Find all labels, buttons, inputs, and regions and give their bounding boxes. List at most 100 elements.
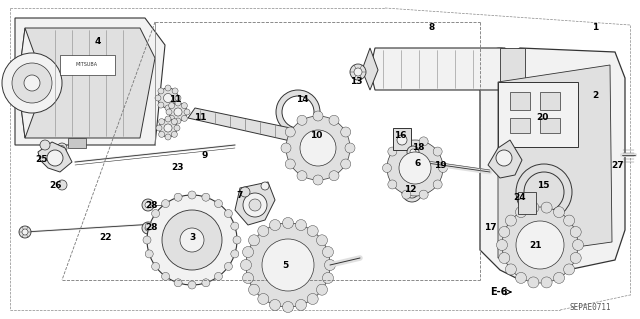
Circle shape [159,119,164,125]
Circle shape [419,137,428,146]
Text: 21: 21 [529,241,541,249]
Circle shape [296,219,307,231]
Bar [540,118,560,133]
Text: 11: 11 [169,95,181,105]
Circle shape [225,210,232,218]
Circle shape [402,190,411,199]
Circle shape [181,103,188,109]
Circle shape [313,111,323,121]
Circle shape [528,202,539,213]
Circle shape [175,100,181,106]
Text: 28: 28 [146,201,158,210]
Circle shape [340,127,351,137]
Circle shape [180,228,204,252]
Circle shape [163,93,173,102]
Polygon shape [235,182,275,225]
Circle shape [258,226,269,236]
Circle shape [161,200,170,208]
Circle shape [145,222,153,230]
Circle shape [164,124,172,132]
Bar [510,118,530,133]
Circle shape [240,187,250,197]
Text: 16: 16 [394,130,406,139]
Circle shape [142,222,154,234]
Polygon shape [188,108,300,142]
Circle shape [202,279,210,287]
Circle shape [202,193,210,201]
Circle shape [316,284,328,295]
Circle shape [387,140,443,196]
Circle shape [166,109,172,115]
Circle shape [214,200,223,208]
Circle shape [233,236,241,244]
Text: 25: 25 [36,155,48,165]
Circle shape [184,109,190,115]
Polygon shape [362,48,378,90]
Circle shape [143,236,151,244]
Text: 28: 28 [146,224,158,233]
Bar [500,48,525,90]
Circle shape [188,191,196,199]
Bar [68,138,86,148]
Circle shape [541,277,552,288]
Circle shape [145,202,151,208]
Circle shape [174,193,182,201]
Circle shape [172,102,178,108]
Circle shape [231,250,239,258]
Text: 13: 13 [349,78,362,86]
Circle shape [175,95,181,101]
Circle shape [147,195,237,285]
Text: 8: 8 [429,24,435,33]
Text: 5: 5 [282,261,288,270]
Circle shape [329,115,339,125]
Circle shape [324,259,335,271]
Circle shape [388,180,397,189]
Text: 18: 18 [412,144,424,152]
Text: 11: 11 [194,114,206,122]
Circle shape [554,207,564,218]
Circle shape [497,240,508,250]
Circle shape [40,140,50,150]
Polygon shape [480,48,625,280]
Circle shape [300,130,336,166]
Text: 12: 12 [404,186,416,195]
Text: 20: 20 [536,114,548,122]
Circle shape [282,301,294,313]
Circle shape [172,88,178,94]
Circle shape [433,147,442,156]
Circle shape [410,149,416,155]
Circle shape [269,300,280,310]
Circle shape [169,103,187,121]
Text: 10: 10 [310,130,322,139]
Circle shape [286,116,350,180]
Bar [540,92,560,110]
Circle shape [174,108,182,116]
Circle shape [350,64,366,80]
Text: 15: 15 [537,181,549,189]
Circle shape [142,199,154,211]
Circle shape [329,171,339,181]
Circle shape [528,277,539,288]
Circle shape [158,88,164,94]
Circle shape [165,105,171,111]
Circle shape [399,152,431,184]
Bar [498,82,578,147]
Circle shape [269,219,280,231]
Text: 1: 1 [592,24,598,33]
Circle shape [541,202,552,213]
Circle shape [243,193,267,217]
Circle shape [516,221,564,269]
Polygon shape [370,48,510,90]
Circle shape [249,199,261,211]
Circle shape [261,182,269,190]
Text: 4: 4 [95,38,101,47]
Circle shape [515,272,527,283]
Circle shape [22,229,28,235]
Circle shape [282,218,294,228]
Circle shape [297,115,307,125]
Circle shape [402,137,411,146]
Circle shape [407,146,419,158]
Text: SEPAE0711: SEPAE0711 [569,303,611,313]
Circle shape [564,264,575,275]
Bar [510,92,530,110]
